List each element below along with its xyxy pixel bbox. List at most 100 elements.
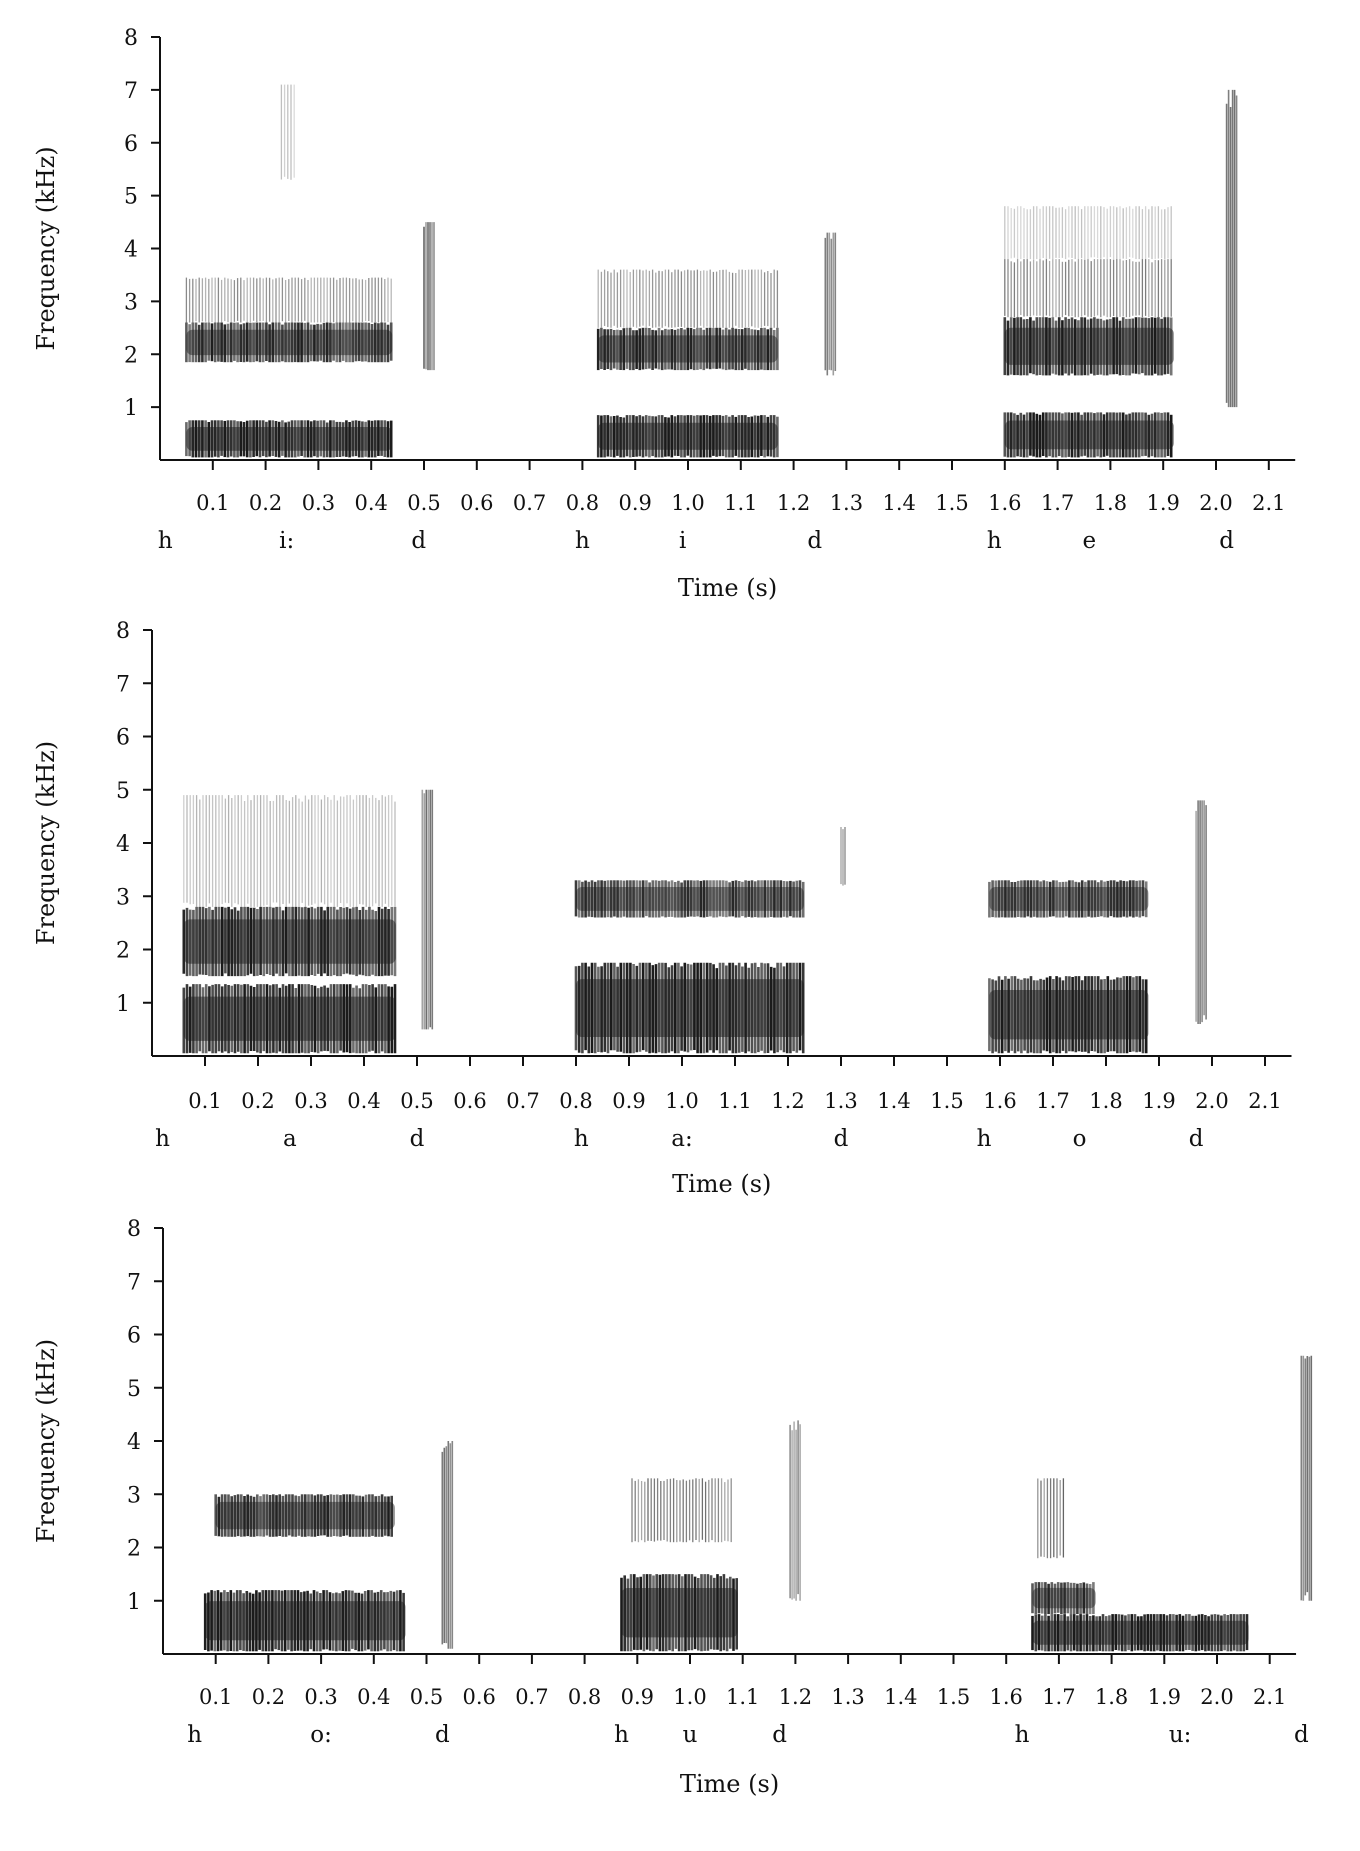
y-tick-label: 5	[116, 779, 130, 804]
energy-core	[989, 887, 1149, 911]
energy-core	[598, 335, 778, 363]
x-tick-label: 0.4	[354, 491, 387, 515]
segment-label: d	[1219, 528, 1234, 554]
segment-label: h	[155, 1126, 170, 1152]
x-tick-label: 2.0	[1199, 491, 1232, 515]
energy-region	[988, 880, 1149, 918]
segment-label: i:	[279, 528, 294, 554]
x-tick-label: 1.6	[988, 491, 1021, 515]
x-tick-label: 0.5	[407, 491, 440, 515]
x-tick-label: 2.1	[1252, 491, 1285, 515]
x-tick-label: 1.0	[671, 491, 704, 515]
segment-label: h	[987, 528, 1002, 554]
segment-label: o:	[310, 1722, 332, 1748]
energy-core	[183, 919, 396, 964]
x-tick-label: 1.4	[877, 1089, 910, 1113]
x-tick-label: 1.9	[1146, 491, 1179, 515]
x-tick-label: 1.8	[1095, 1685, 1128, 1709]
y-axis-title: Frequency (kHz)	[32, 741, 60, 945]
segment-label: d	[834, 1126, 849, 1152]
x-tick-label: 0.8	[568, 1685, 601, 1709]
energy-core	[215, 1501, 395, 1530]
x-tick-label: 1.2	[777, 491, 810, 515]
x-tick-label: 1.8	[1089, 1089, 1122, 1113]
energy-region	[182, 984, 397, 1054]
x-tick-label: 0.3	[304, 1685, 337, 1709]
x-tick-label: 0.7	[506, 1089, 539, 1113]
segment-label: h	[614, 1722, 629, 1748]
energy-region	[214, 1494, 395, 1537]
x-tick-label: 1.6	[983, 1089, 1016, 1113]
energy-region	[1031, 1582, 1096, 1615]
x-tick-label: 0.3	[294, 1089, 327, 1113]
y-tick-label: 7	[116, 672, 130, 697]
segment-label: i	[679, 528, 686, 554]
x-tick-label: 0.2	[241, 1089, 274, 1113]
energy-region	[1225, 89, 1238, 408]
x-tick-label: 1.0	[665, 1089, 698, 1113]
x-tick-label: 1.6	[989, 1685, 1022, 1709]
energy-core	[1032, 1587, 1096, 1609]
energy-region	[185, 420, 393, 458]
y-tick-label: 2	[127, 1537, 141, 1562]
segment-label: d	[410, 1126, 425, 1152]
segment-label: h	[1015, 1722, 1030, 1748]
segment-label: o	[1073, 1126, 1087, 1152]
x-tick-label: 0.5	[410, 1685, 443, 1709]
y-tick-label: 7	[124, 79, 138, 104]
energy-region	[1300, 1355, 1313, 1601]
energy-core	[576, 979, 804, 1037]
x-tick-label: 1.1	[724, 491, 757, 515]
energy-core	[186, 329, 393, 356]
energy-core	[1004, 327, 1174, 365]
x-axis-title: Time (s)	[672, 1170, 771, 1198]
y-tick-label: 8	[127, 1217, 141, 1242]
y-tick-label: 8	[116, 619, 130, 644]
x-tick-label: 0.7	[513, 491, 546, 515]
x-tick-label: 0.1	[196, 491, 229, 515]
x-tick-label: 0.4	[357, 1685, 390, 1709]
spectrogram-panel-had-series: 1 2 3 4 5 6 7 8 0.1 0.2 0.3 0.4 0.5 0.6 0.7 0.8 0.9 1.0 1.…	[32, 619, 1292, 1198]
x-tick-label: 1.8	[1094, 491, 1127, 515]
segment-label: d	[435, 1722, 450, 1748]
x-tick-label: 0.5	[400, 1089, 433, 1113]
x-tick-label: 1.1	[726, 1685, 759, 1709]
energy-region	[631, 1478, 732, 1543]
x-tick-label: 1.2	[779, 1685, 812, 1709]
energy-core	[1004, 420, 1174, 450]
energy-region	[183, 795, 396, 907]
x-tick-label: 1.5	[930, 1089, 963, 1113]
y-tick-label: 4	[116, 832, 130, 857]
energy-region	[1037, 1478, 1065, 1559]
energy-region	[182, 906, 397, 977]
x-tick-label: 0.8	[566, 491, 599, 515]
x-tick-label: 0.8	[559, 1089, 592, 1113]
x-tick-label: 1.4	[884, 1685, 917, 1709]
segment-label: d	[807, 528, 822, 554]
energy-region	[1003, 317, 1174, 376]
x-tick-label: 1.1	[718, 1089, 751, 1113]
y-tick-label: 3	[124, 290, 138, 315]
energy-region	[574, 962, 805, 1054]
energy-region	[840, 827, 846, 886]
y-tick-label: 1	[127, 1590, 141, 1615]
energy-region	[620, 1574, 739, 1652]
x-axis-title: Time (s)	[680, 1770, 779, 1798]
x-tick-label: 0.1	[199, 1685, 232, 1709]
energy-region	[596, 415, 779, 458]
x-tick-label: 1.5	[935, 491, 968, 515]
x-tick-label: 1.7	[1041, 491, 1074, 515]
x-tick-label: 0.2	[249, 491, 282, 515]
segment-label: e	[1082, 528, 1096, 554]
spectrogram-panel-hod-series: 1 2 3 4 5 6 7 8 0.1 0.2 0.3 0.4 0.5 0.6 0.7 0.8 0.9 1.0 1.…	[32, 1217, 1313, 1798]
segment-label: h	[187, 1722, 202, 1748]
x-tick-label: 1.4	[882, 491, 915, 515]
spectrogram-panel-hid-series: 1 2 3 4 5 6 7 8 0.1 0.2 0.3 0.4 0.5 0.6 0.7 0.8 0.9 1.0 1.…	[32, 26, 1296, 602]
energy-core	[186, 427, 393, 451]
x-tick-label: 1.9	[1148, 1685, 1181, 1709]
x-tick-label: 0.1	[188, 1089, 221, 1113]
x-tick-label: 1.9	[1142, 1089, 1175, 1113]
y-tick-label: 7	[127, 1270, 141, 1295]
y-tick-label: 4	[124, 238, 138, 263]
